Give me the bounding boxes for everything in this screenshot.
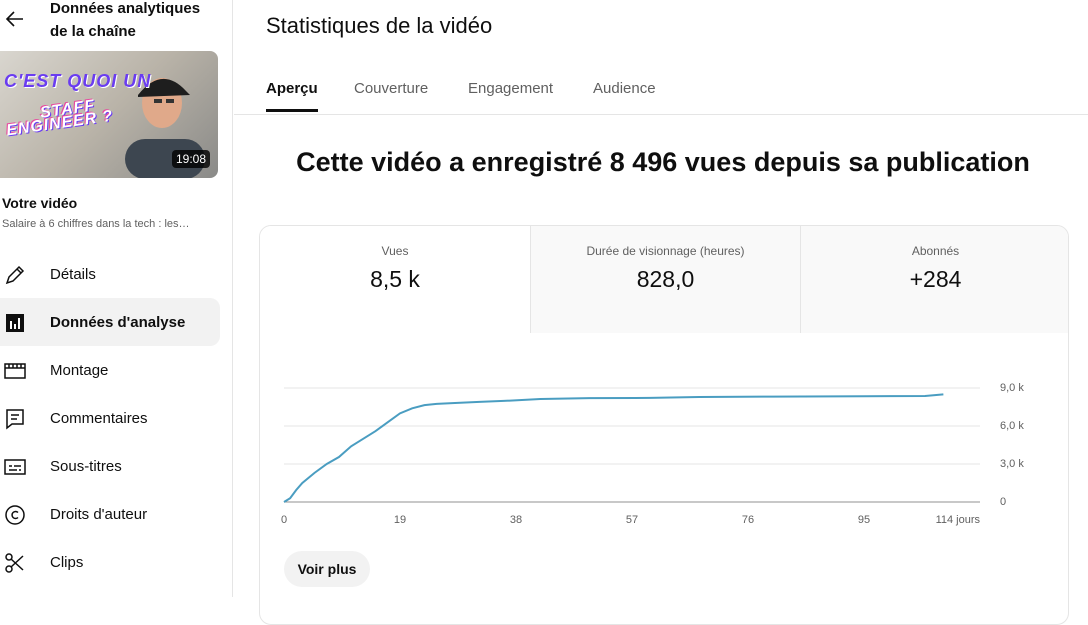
nav-icon (5, 505, 25, 525)
nav-item[interactable]: Données d'analyse (0, 298, 220, 346)
nav-icon (6, 409, 24, 430)
tab[interactable]: Aperçu (266, 80, 318, 112)
y-tick-label: 9,0 k (1000, 382, 1024, 394)
tab[interactable]: Couverture (354, 80, 429, 97)
thumbnail[interactable]: C'EST QUOI UN STAFF ENGINEER ? 19:08 (0, 51, 218, 178)
metric-value: +284 (909, 266, 962, 292)
metric-label: Vues (381, 244, 409, 258)
nav-item[interactable]: Détails (0, 250, 220, 298)
nav-label: Droits d'auteur (50, 506, 148, 523)
metric-label: Durée de visionnage (heures) (586, 244, 745, 258)
x-tick-label: 76 (742, 514, 754, 526)
metric-value: 828,0 (636, 266, 695, 292)
nav-icon (4, 363, 26, 379)
nav-icon (6, 314, 24, 332)
nav-icon (5, 265, 25, 285)
metric-tab[interactable]: Durée de visionnage (heures) 828,0 (530, 226, 800, 333)
nav-label: Clips (50, 554, 84, 571)
x-tick-label: 38 (510, 514, 522, 526)
nav-item[interactable]: Clips (0, 538, 220, 586)
nav-item[interactable]: Commentaires (0, 394, 220, 442)
metric-tab[interactable]: Abonnés +284 (800, 226, 1068, 333)
see-more-button[interactable]: Voir plus (284, 551, 370, 587)
nav-label: Détails (50, 266, 96, 283)
nav-icon (5, 553, 24, 573)
video-title: Salaire à 6 chiffres dans la tech : les… (2, 218, 190, 230)
nav-label: Montage (50, 362, 109, 379)
tab[interactable]: Audience (593, 80, 656, 97)
nav-label: Données d'analyse (50, 314, 186, 331)
nav-icon (4, 459, 26, 475)
back-title: Données analytiques de la chaîne (50, 0, 201, 40)
x-tick-label: 19 (394, 514, 406, 526)
nav-item[interactable]: Droits d'auteur (0, 490, 220, 538)
thumbnail-text: C'EST QUOI UN (4, 71, 152, 91)
x-tick-label: 57 (626, 514, 638, 526)
y-tick-label: 6,0 k (1000, 420, 1024, 432)
back-arrow[interactable] (4, 8, 26, 30)
stats-card: Vues 8,5 k Durée de visionnage (heures) 828… (259, 225, 1069, 625)
chart: 0 3,0 k 6,0 k 9,0 k 0 19 38 57 76 95 114 jours (281, 382, 1024, 526)
sidebar: Données analytiques de la chaîne C'EST Q… (0, 0, 233, 597)
thumbnail-person (125, 78, 205, 178)
data-line (283, 393, 944, 503)
x-tick-label: 0 (281, 514, 287, 526)
y-tick-label: 0 (1000, 496, 1006, 508)
metric-label: Abonnés (911, 244, 960, 258)
tab[interactable]: Engagement (468, 80, 554, 97)
duration-badge: 19:08 (171, 150, 210, 168)
x-tick-label: 95 (858, 514, 870, 526)
page-title: Statistiques de la vidéo (266, 13, 493, 38)
nav-label: Commentaires (50, 410, 148, 427)
your-video-label: Votre vidéo (2, 195, 78, 211)
nav-item[interactable]: Montage (0, 346, 220, 394)
tab-divider (234, 114, 1088, 115)
y-tick-label: 3,0 k (1000, 458, 1024, 470)
headline: Cette vidéo a enregistré 8 496 vues depu… (296, 147, 1030, 177)
nav-item[interactable]: Sous-titres (0, 442, 220, 490)
metric-tab[interactable]: Vues 8,5 k (260, 226, 530, 333)
metric-value: 8,5 k (370, 266, 420, 292)
x-tick-label: 114 jours (936, 514, 981, 526)
nav-label: Sous-titres (50, 458, 122, 475)
